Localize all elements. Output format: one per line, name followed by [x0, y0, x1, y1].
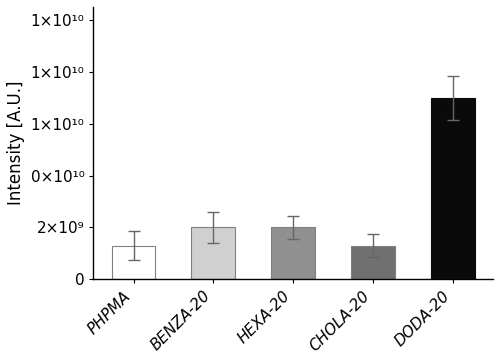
Bar — [112, 245, 156, 279]
Bar — [272, 227, 315, 279]
Bar — [192, 227, 236, 279]
Y-axis label: Intensity [A.U.]: Intensity [A.U.] — [7, 81, 25, 205]
Bar — [351, 245, 395, 279]
Bar — [431, 98, 475, 279]
